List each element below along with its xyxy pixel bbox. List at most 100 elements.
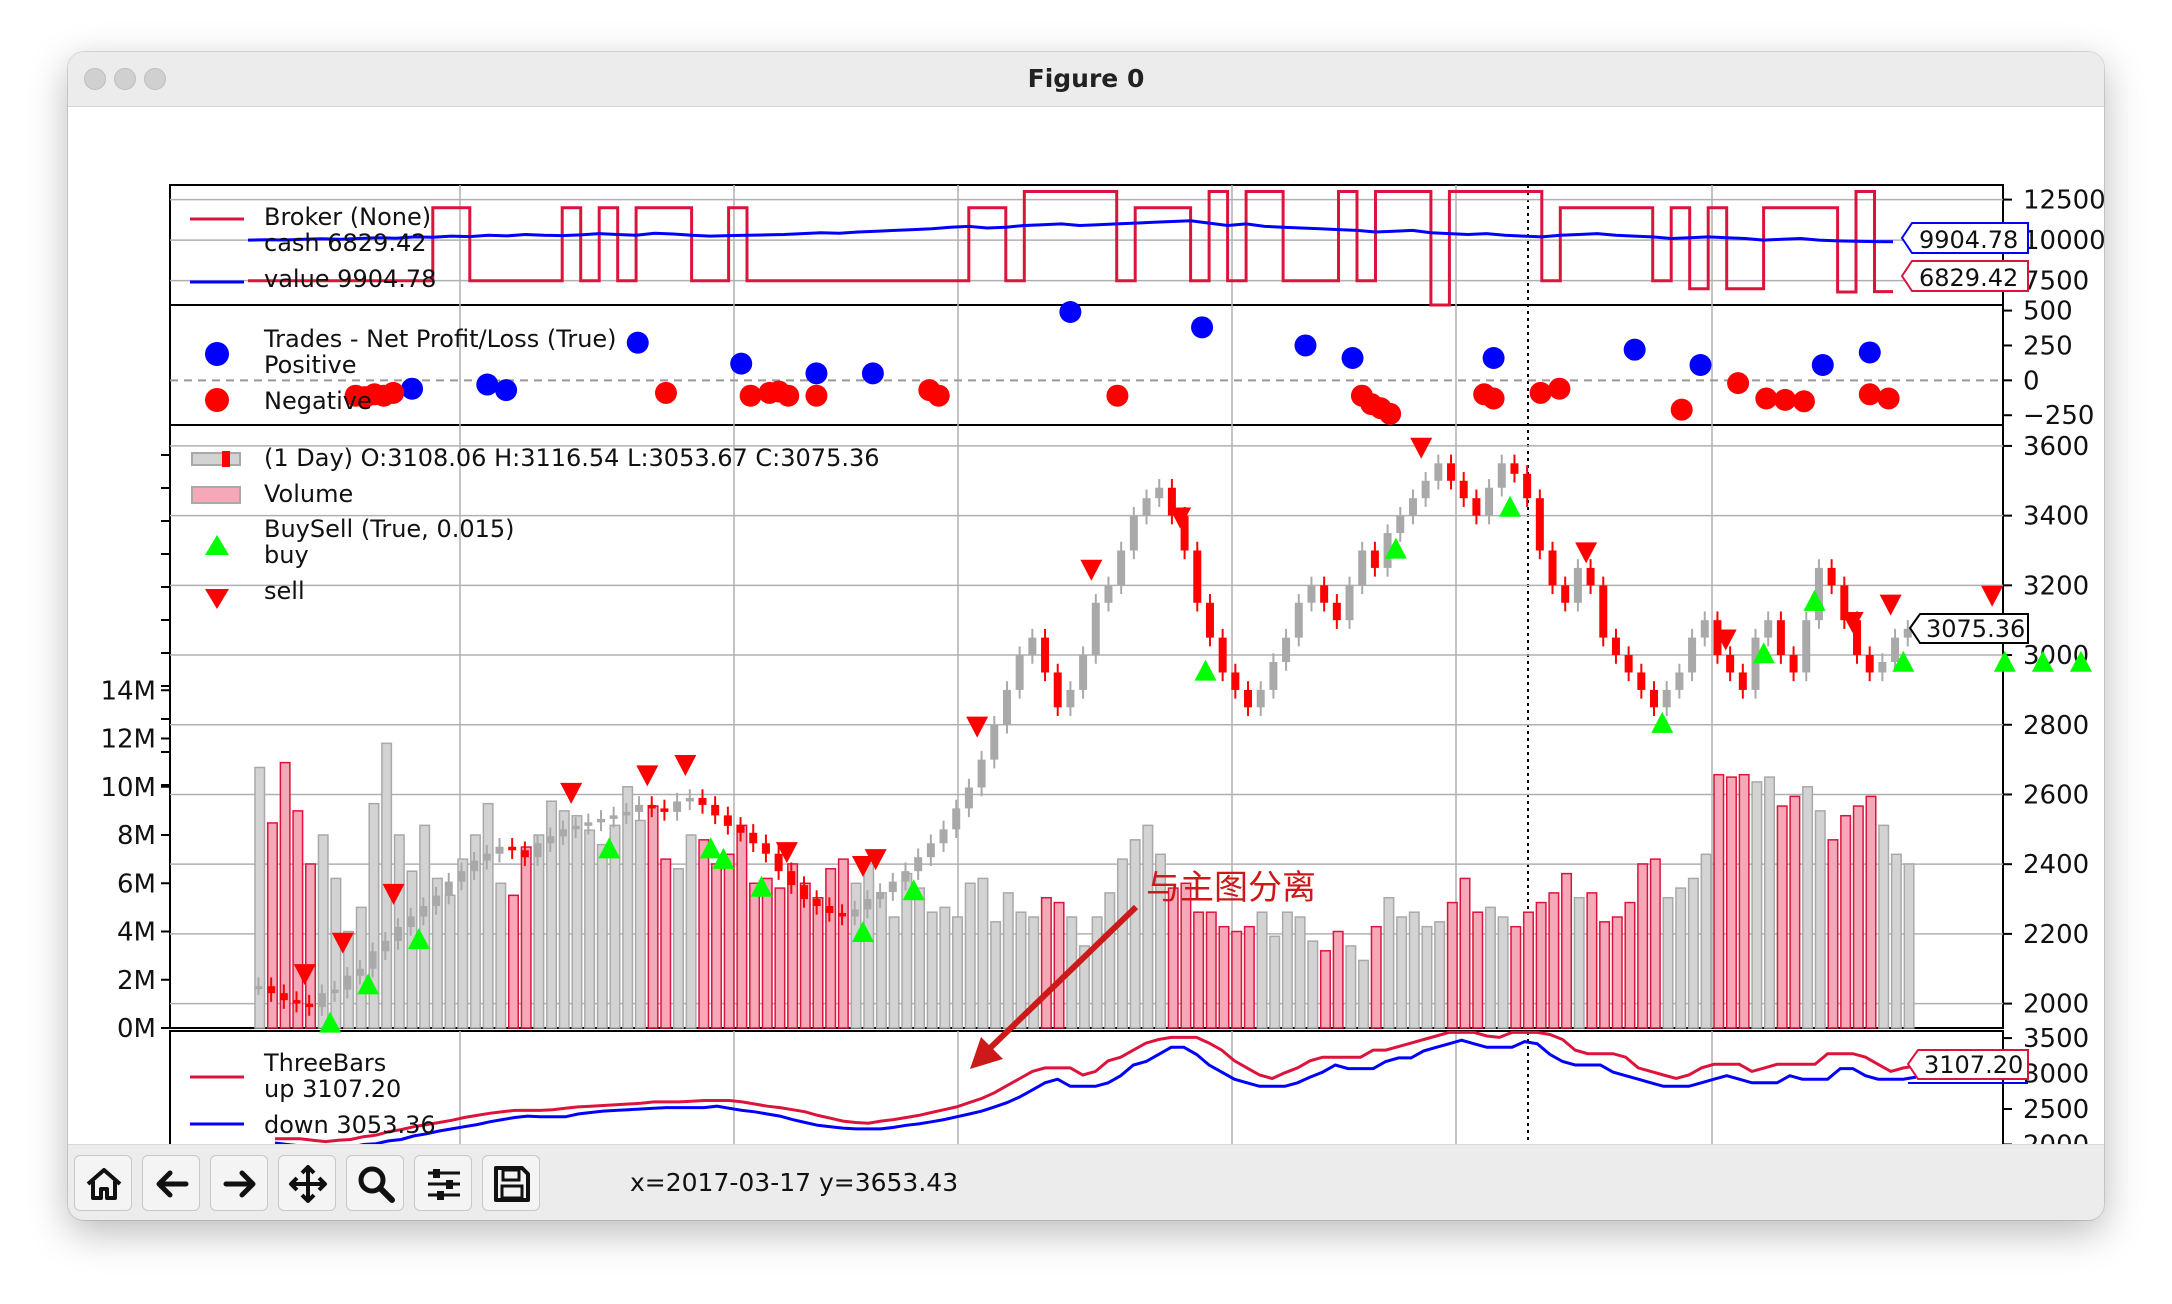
- minimize-window-button[interactable]: [114, 68, 136, 90]
- volume-bar: [1827, 839, 1839, 1029]
- buy-marker: [712, 847, 735, 869]
- buy-marker: [750, 875, 773, 897]
- candle-body: [635, 804, 644, 812]
- save-button[interactable]: [482, 1155, 540, 1211]
- buy-marker: [902, 879, 925, 901]
- trade-point-negative: [1670, 398, 1693, 421]
- main-legend-sell: sell: [264, 577, 305, 605]
- buy-marker: [1803, 589, 1826, 611]
- volume-bar: [520, 846, 532, 1029]
- volume-bar: [546, 800, 558, 1029]
- main-legend-volume: Volume: [264, 480, 353, 508]
- volume-bar: [926, 911, 938, 1029]
- trades-legend-positive: Positive: [264, 351, 357, 379]
- volume-bar: [1561, 872, 1573, 1029]
- broker-legend-cash: cash 6829.42: [264, 229, 427, 257]
- trade-point-positive: [476, 373, 499, 396]
- volume-bar: [1370, 925, 1382, 1029]
- volume-bar: [406, 870, 418, 1029]
- save-disk-icon: [494, 1166, 530, 1202]
- candle-body: [1675, 672, 1684, 690]
- broker-legend-title: Broker (None): [264, 203, 431, 231]
- home-button[interactable]: [74, 1155, 132, 1211]
- last-close-label: 3075.36: [1926, 615, 2025, 643]
- volume-bar: [1472, 911, 1484, 1029]
- candle-body: [406, 916, 415, 927]
- trade-point-positive: [1294, 334, 1317, 357]
- back-button[interactable]: [142, 1155, 200, 1211]
- sell-marker: [382, 883, 405, 905]
- trade-point-negative: [927, 384, 950, 407]
- threebars-down-line: [274, 1038, 1917, 1149]
- volume-bar: [1129, 839, 1141, 1029]
- title-bar: Figure 0: [68, 52, 2104, 107]
- three-ytick-label: 3500: [2023, 1024, 2089, 1054]
- candle-body: [482, 853, 491, 861]
- volume-bar: [1091, 916, 1103, 1029]
- volume-bar: [1535, 901, 1547, 1029]
- candle-body: [571, 825, 580, 830]
- trade-point-positive: [1341, 347, 1364, 370]
- candle-body: [1814, 567, 1823, 621]
- candle-body: [1561, 585, 1570, 603]
- close-window-button[interactable]: [84, 68, 106, 90]
- candle-body: [964, 787, 973, 809]
- zoom-window-button[interactable]: [144, 68, 166, 90]
- trade-point-positive: [1811, 354, 1834, 376]
- volume-bar: [1497, 916, 1509, 1029]
- volume-ytick-label: 12M: [100, 725, 156, 755]
- pan-button[interactable]: [278, 1155, 336, 1211]
- configure-subplots-button[interactable]: [414, 1155, 472, 1211]
- sell-marker: [1410, 437, 1433, 459]
- sell-marker: [864, 849, 887, 871]
- candle-body: [1611, 637, 1620, 656]
- figure-canvas[interactable]: 7500 10000 12500 9904.78 6829.42 Broker (None…: [68, 107, 2104, 1199]
- candle-body: [444, 881, 453, 896]
- candle-body: [584, 822, 593, 826]
- annotation-text: 与主图分离: [1146, 868, 1316, 908]
- threebars-legend-down: down 3053.36: [264, 1111, 436, 1139]
- annotation-arrow-head: [970, 1037, 1003, 1069]
- candle-body: [1079, 655, 1088, 690]
- legend-negative-marker: [205, 388, 229, 412]
- home-icon: [86, 1168, 122, 1200]
- trade-point-positive: [626, 331, 649, 354]
- trade-point-positive: [730, 352, 753, 375]
- zoom-button[interactable]: [346, 1155, 404, 1211]
- volume-bar: [533, 834, 545, 1029]
- volume-bar: [368, 802, 380, 1029]
- candle-body: [1155, 487, 1164, 499]
- candle-body: [292, 1000, 301, 1004]
- candle-body: [647, 804, 656, 809]
- candle-body: [1535, 498, 1544, 551]
- candle-body: [1586, 567, 1595, 586]
- volume-bar: [1814, 810, 1826, 1029]
- candle-body: [343, 975, 352, 990]
- candle-body: [850, 909, 859, 917]
- candle-body: [1650, 689, 1659, 708]
- price-ytick-label: 3200: [2023, 571, 2089, 601]
- buy-marker: [1194, 659, 1217, 681]
- forward-button[interactable]: [210, 1155, 268, 1211]
- candle-body: [774, 853, 783, 872]
- volume-bar: [1700, 853, 1712, 1029]
- candle-body: [723, 815, 732, 826]
- candle-body: [1358, 550, 1367, 586]
- buy-marker: [1892, 650, 1915, 672]
- volume-ytick-label: 14M: [100, 676, 156, 706]
- candle-body: [939, 829, 948, 844]
- volume-bar: [558, 810, 570, 1029]
- price-ytick-label: 2800: [2023, 711, 2089, 741]
- buy-marker: [2031, 650, 2054, 672]
- volume-bar: [1713, 773, 1725, 1029]
- candle-body: [1193, 550, 1202, 603]
- buy-marker: [851, 921, 874, 943]
- pan-move-icon: [289, 1165, 327, 1203]
- broker-ytick-label: 7500: [2023, 267, 2089, 297]
- candle-body: [1218, 637, 1227, 673]
- volume-bar: [1015, 911, 1027, 1029]
- candle-body: [1269, 662, 1278, 690]
- volume-bar: [1725, 776, 1737, 1029]
- volume-bar: [1053, 901, 1065, 1029]
